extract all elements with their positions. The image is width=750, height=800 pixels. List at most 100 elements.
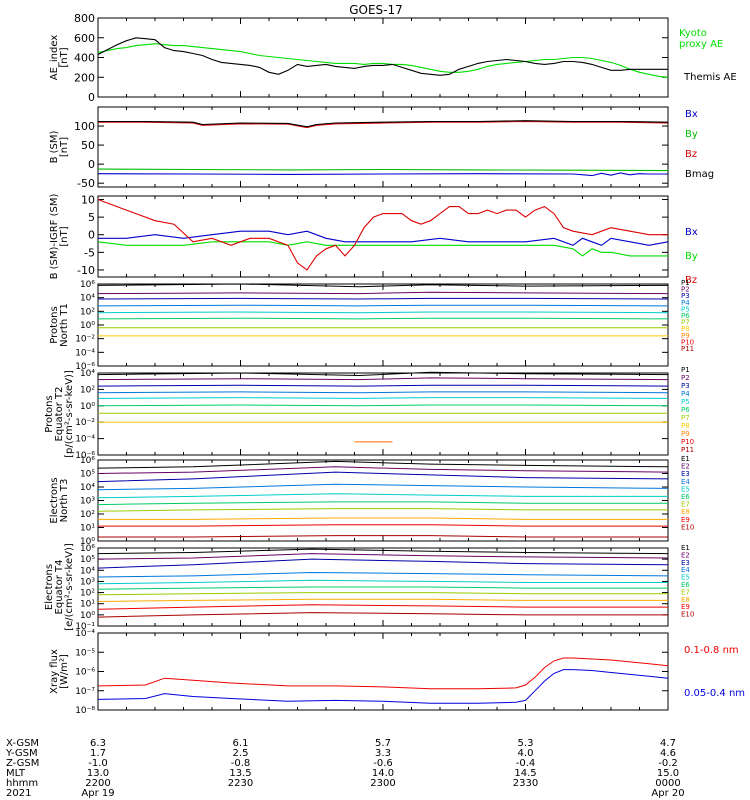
legend-entry: Bz xyxy=(685,149,697,160)
y-tick-label: 10⁻⁴ xyxy=(75,348,95,358)
y-tick-label: 10⁵ xyxy=(80,470,95,480)
series-line xyxy=(97,241,668,257)
x-row-label: Y-GSM xyxy=(5,748,38,759)
y-tick-label: 10⁰ xyxy=(80,402,95,412)
x-row-label: 2021 xyxy=(6,788,31,799)
series-line xyxy=(97,553,669,560)
legend-entry: Bx xyxy=(685,227,698,238)
series-line xyxy=(97,168,669,172)
y-axis-label: Xray flux xyxy=(49,649,60,694)
series-line xyxy=(97,311,669,314)
y-axis-label: [nT] xyxy=(59,47,70,67)
legend-entry: Bx xyxy=(685,109,698,120)
legend-entry: E4 xyxy=(681,566,690,574)
x-tick-value: 13.5 xyxy=(229,768,251,779)
legend-entry: E1 xyxy=(681,455,690,463)
legend-entry: E3 xyxy=(681,559,690,567)
y-axis-label: [W/m²] xyxy=(59,654,70,689)
panel-5: 10⁻⁶ 10⁻⁴ 10⁻² 10⁰ 10² 10⁴ Protons Equator T2 [p… xyxy=(44,366,694,461)
y-tick-label: 600 xyxy=(74,32,95,45)
x-tick-value: 15.0 xyxy=(657,768,679,779)
legend-entry: E3 xyxy=(681,470,690,478)
y-tick-label: 10³ xyxy=(80,577,95,587)
series-line xyxy=(97,571,669,578)
series-line xyxy=(97,669,669,704)
legend-entry: 0.1-0.8 nm xyxy=(684,645,739,656)
x-tick-value: 0000 xyxy=(655,778,680,789)
y-tick-label: 10⁰ xyxy=(80,537,95,547)
legend-entry: P11 xyxy=(681,446,694,454)
y-tick-label: 10⁻¹ xyxy=(75,622,95,632)
x-tick-value: -1.0 xyxy=(88,758,108,769)
y-axis-label: B (SM)-IGRF (SM) xyxy=(49,194,60,280)
legend-entry: E1 xyxy=(681,544,690,552)
x-tick-value: 2200 xyxy=(85,778,110,789)
y-tick-label: 10⁶ xyxy=(80,544,95,554)
legend-entry: P1 xyxy=(681,279,690,287)
x-tick-value: 14.5 xyxy=(514,768,536,779)
y-tick-label: 10¹ xyxy=(80,600,95,610)
legend-entry: P2 xyxy=(681,374,690,382)
y-tick-label: 10⁻⁶ xyxy=(75,362,95,372)
y-axis-label: [nT] xyxy=(59,137,70,157)
x-tick-value: 4.6 xyxy=(660,748,676,759)
series-line xyxy=(97,598,668,602)
y-axis-label: [p/(cm²-s-sr-keV)] xyxy=(64,370,75,458)
y-axis-label: Equator T2 xyxy=(54,387,65,442)
legend-entry: P1 xyxy=(681,366,690,374)
panel-frame xyxy=(97,195,669,278)
y-tick-label: -5 xyxy=(84,246,95,259)
legend-entry: P6 xyxy=(681,406,690,414)
x-tick-value: -0.6 xyxy=(373,758,393,769)
legend-entry: proxy AE xyxy=(679,39,723,50)
x-tick-value: 2330 xyxy=(513,778,538,789)
y-tick-label: 0 xyxy=(88,158,95,171)
series-line xyxy=(97,466,669,474)
series-line xyxy=(97,592,668,596)
legend-entry: E7 xyxy=(681,501,690,509)
y-tick-label: 0 xyxy=(88,91,95,104)
series-line xyxy=(97,37,668,76)
y-axis-label: Electrons xyxy=(49,477,60,523)
legend-entry: E6 xyxy=(681,581,690,589)
legend-entry: P10 xyxy=(681,338,694,346)
y-tick-label: 10³ xyxy=(80,497,95,507)
y-axis-label: B (SM) xyxy=(49,130,60,163)
series-line xyxy=(97,493,668,499)
y-tick-label: 5 xyxy=(88,211,95,224)
y-tick-label: 0 xyxy=(88,229,95,242)
panel-4: 10⁻⁶ 10⁻⁴ 10⁻² 10⁰ 10² 10⁴ 10⁶ Protons North T1 P… xyxy=(49,279,694,372)
series-line xyxy=(97,384,669,387)
y-tick-label: -50 xyxy=(77,177,95,190)
legend-entry: P5 xyxy=(681,305,690,313)
y-axis-label: Electrons xyxy=(44,564,55,610)
x-row-label: X-GSM xyxy=(6,738,39,749)
legend-entry: E5 xyxy=(681,574,690,582)
y-tick-label: -10 xyxy=(77,264,95,277)
legend-entry: E4 xyxy=(681,478,690,486)
y-tick-label: 10¹ xyxy=(80,524,95,534)
legend-entry: P9 xyxy=(681,332,690,340)
y-axis-label: AE_index xyxy=(49,35,60,81)
panel-frame xyxy=(97,283,669,367)
y-axis-label: North T1 xyxy=(59,303,70,347)
legend-entry: P2 xyxy=(681,286,690,294)
x-tick-value: -0.2 xyxy=(658,758,678,769)
legend-entry: P3 xyxy=(681,292,690,300)
series-line xyxy=(97,612,668,618)
legend-entry: E2 xyxy=(681,463,690,471)
series-line xyxy=(98,524,668,527)
series-line xyxy=(97,283,669,288)
y-tick-label: 400 xyxy=(74,52,95,65)
legend-entry: P7 xyxy=(681,319,690,327)
series-line xyxy=(97,548,669,555)
y-axis-label: [e/(cm²-s-sr-keV)] xyxy=(64,543,75,631)
x-tick-value: 3.3 xyxy=(375,748,391,759)
legend-entry: P4 xyxy=(681,390,690,398)
x-tick-value: Apr 20 xyxy=(651,788,684,799)
legend-entry: E10 xyxy=(681,611,694,619)
legend-entry: E10 xyxy=(681,523,694,531)
legend-entry: E8 xyxy=(681,508,690,516)
